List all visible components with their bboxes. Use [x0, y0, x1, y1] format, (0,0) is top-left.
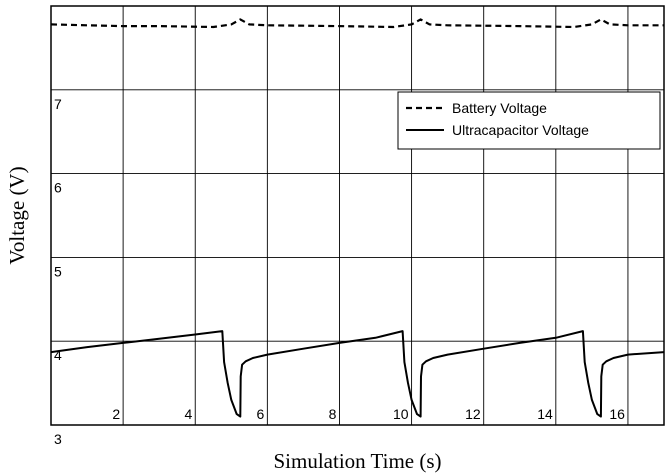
legend-label-ultracapacitor: Ultracapacitor Voltage [452, 122, 589, 138]
y-tick-label: 6 [54, 180, 62, 196]
x-tick-label: 6 [257, 406, 265, 422]
x-tick-label: 16 [609, 406, 625, 422]
y-tick-label: 5 [54, 263, 62, 279]
legend-label-battery: Battery Voltage [452, 100, 547, 116]
x-tick-label: 8 [329, 406, 337, 422]
x-tick-label: 10 [393, 406, 409, 422]
x-tick-label: 12 [465, 406, 481, 422]
y-tick-label: 3 [54, 431, 62, 447]
y-tick-label: 7 [54, 96, 62, 112]
series-line-battery [51, 19, 664, 27]
x-tick-label: 2 [112, 406, 120, 422]
x-tick-label: 4 [184, 406, 192, 422]
series-line-ultracapacitor [51, 331, 664, 417]
plot-frame [51, 6, 664, 425]
x-axis-label: Simulation Time (s) [273, 449, 441, 473]
x-tick-label: 14 [537, 406, 553, 422]
legend: Battery Voltage Ultracapacitor Voltage [398, 92, 660, 149]
y-axis-label: Voltage (V) [5, 166, 29, 264]
y-tick-label: 4 [54, 347, 62, 363]
